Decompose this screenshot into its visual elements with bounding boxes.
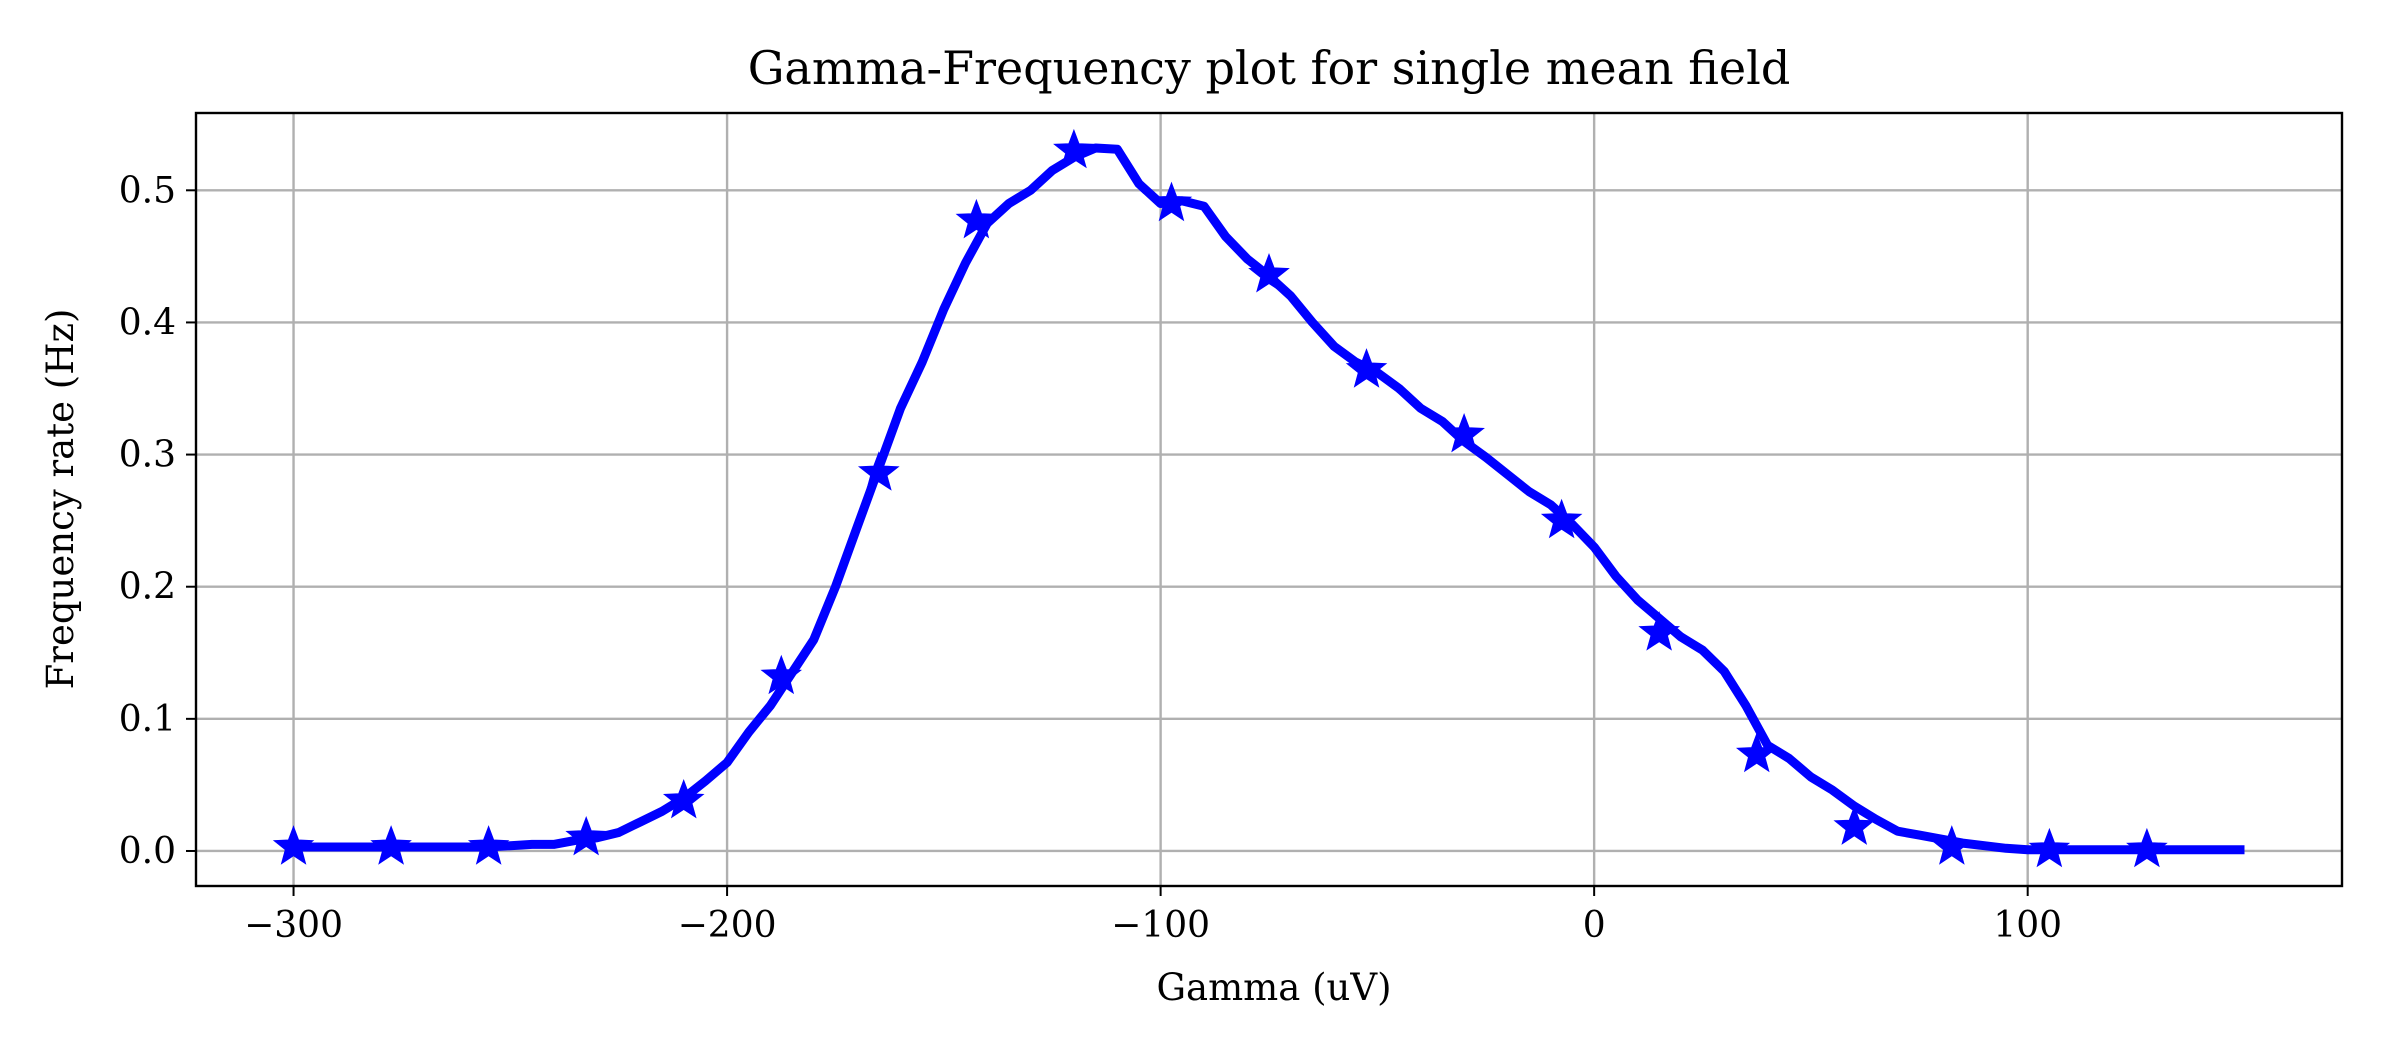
y-tick-label: 0.5 <box>119 170 176 211</box>
data-point-star <box>1345 348 1388 388</box>
data-point-star <box>1443 412 1485 453</box>
data-point-star <box>467 825 510 865</box>
data-point-star <box>760 654 803 695</box>
y-axis-label: Frequency rate (Hz) <box>39 309 82 690</box>
x-tick-label: −200 <box>678 905 777 946</box>
data-point-star <box>1540 498 1583 539</box>
y-tick-label: 0.0 <box>119 831 176 872</box>
data-point-star <box>955 198 998 239</box>
data-point-star <box>2126 827 2168 868</box>
marker-layer <box>272 128 2168 868</box>
data-point-star <box>272 825 315 865</box>
y-tick-label: 0.3 <box>119 435 176 476</box>
data-point-star <box>1833 805 1875 845</box>
data-point-star <box>370 825 412 865</box>
x-axis: −300 −200 −100 0 100 <box>244 886 2062 946</box>
x-axis-label: Gamma (uV) <box>1156 966 1391 1009</box>
x-tick-label: 0 <box>1583 905 1606 946</box>
data-point-star <box>1150 181 1193 222</box>
data-point-star <box>1638 611 1681 651</box>
data-point-star <box>1930 825 1973 865</box>
data-point-star <box>2028 827 2071 868</box>
data-point-star <box>857 451 900 491</box>
x-tick-label: −100 <box>1111 905 1210 946</box>
y-axis: 0.0 0.1 0.2 0.3 0.4 0.5 <box>119 170 196 872</box>
data-point-star <box>1735 732 1778 773</box>
data-point-star <box>1053 128 1095 169</box>
x-tick-label: −300 <box>244 905 343 946</box>
data-point-star <box>565 815 608 856</box>
y-tick-label: 0.2 <box>119 567 176 608</box>
grid <box>196 113 2342 886</box>
x-tick-label: 100 <box>1993 905 2062 946</box>
data-point-star <box>1248 253 1290 293</box>
data-point-star <box>662 778 705 819</box>
y-tick-label: 0.4 <box>119 302 176 343</box>
chart-title: Gamma-Frequency plot for single mean fie… <box>748 41 1791 95</box>
plot-frame <box>194 111 2344 888</box>
y-tick-label: 0.1 <box>119 699 176 740</box>
